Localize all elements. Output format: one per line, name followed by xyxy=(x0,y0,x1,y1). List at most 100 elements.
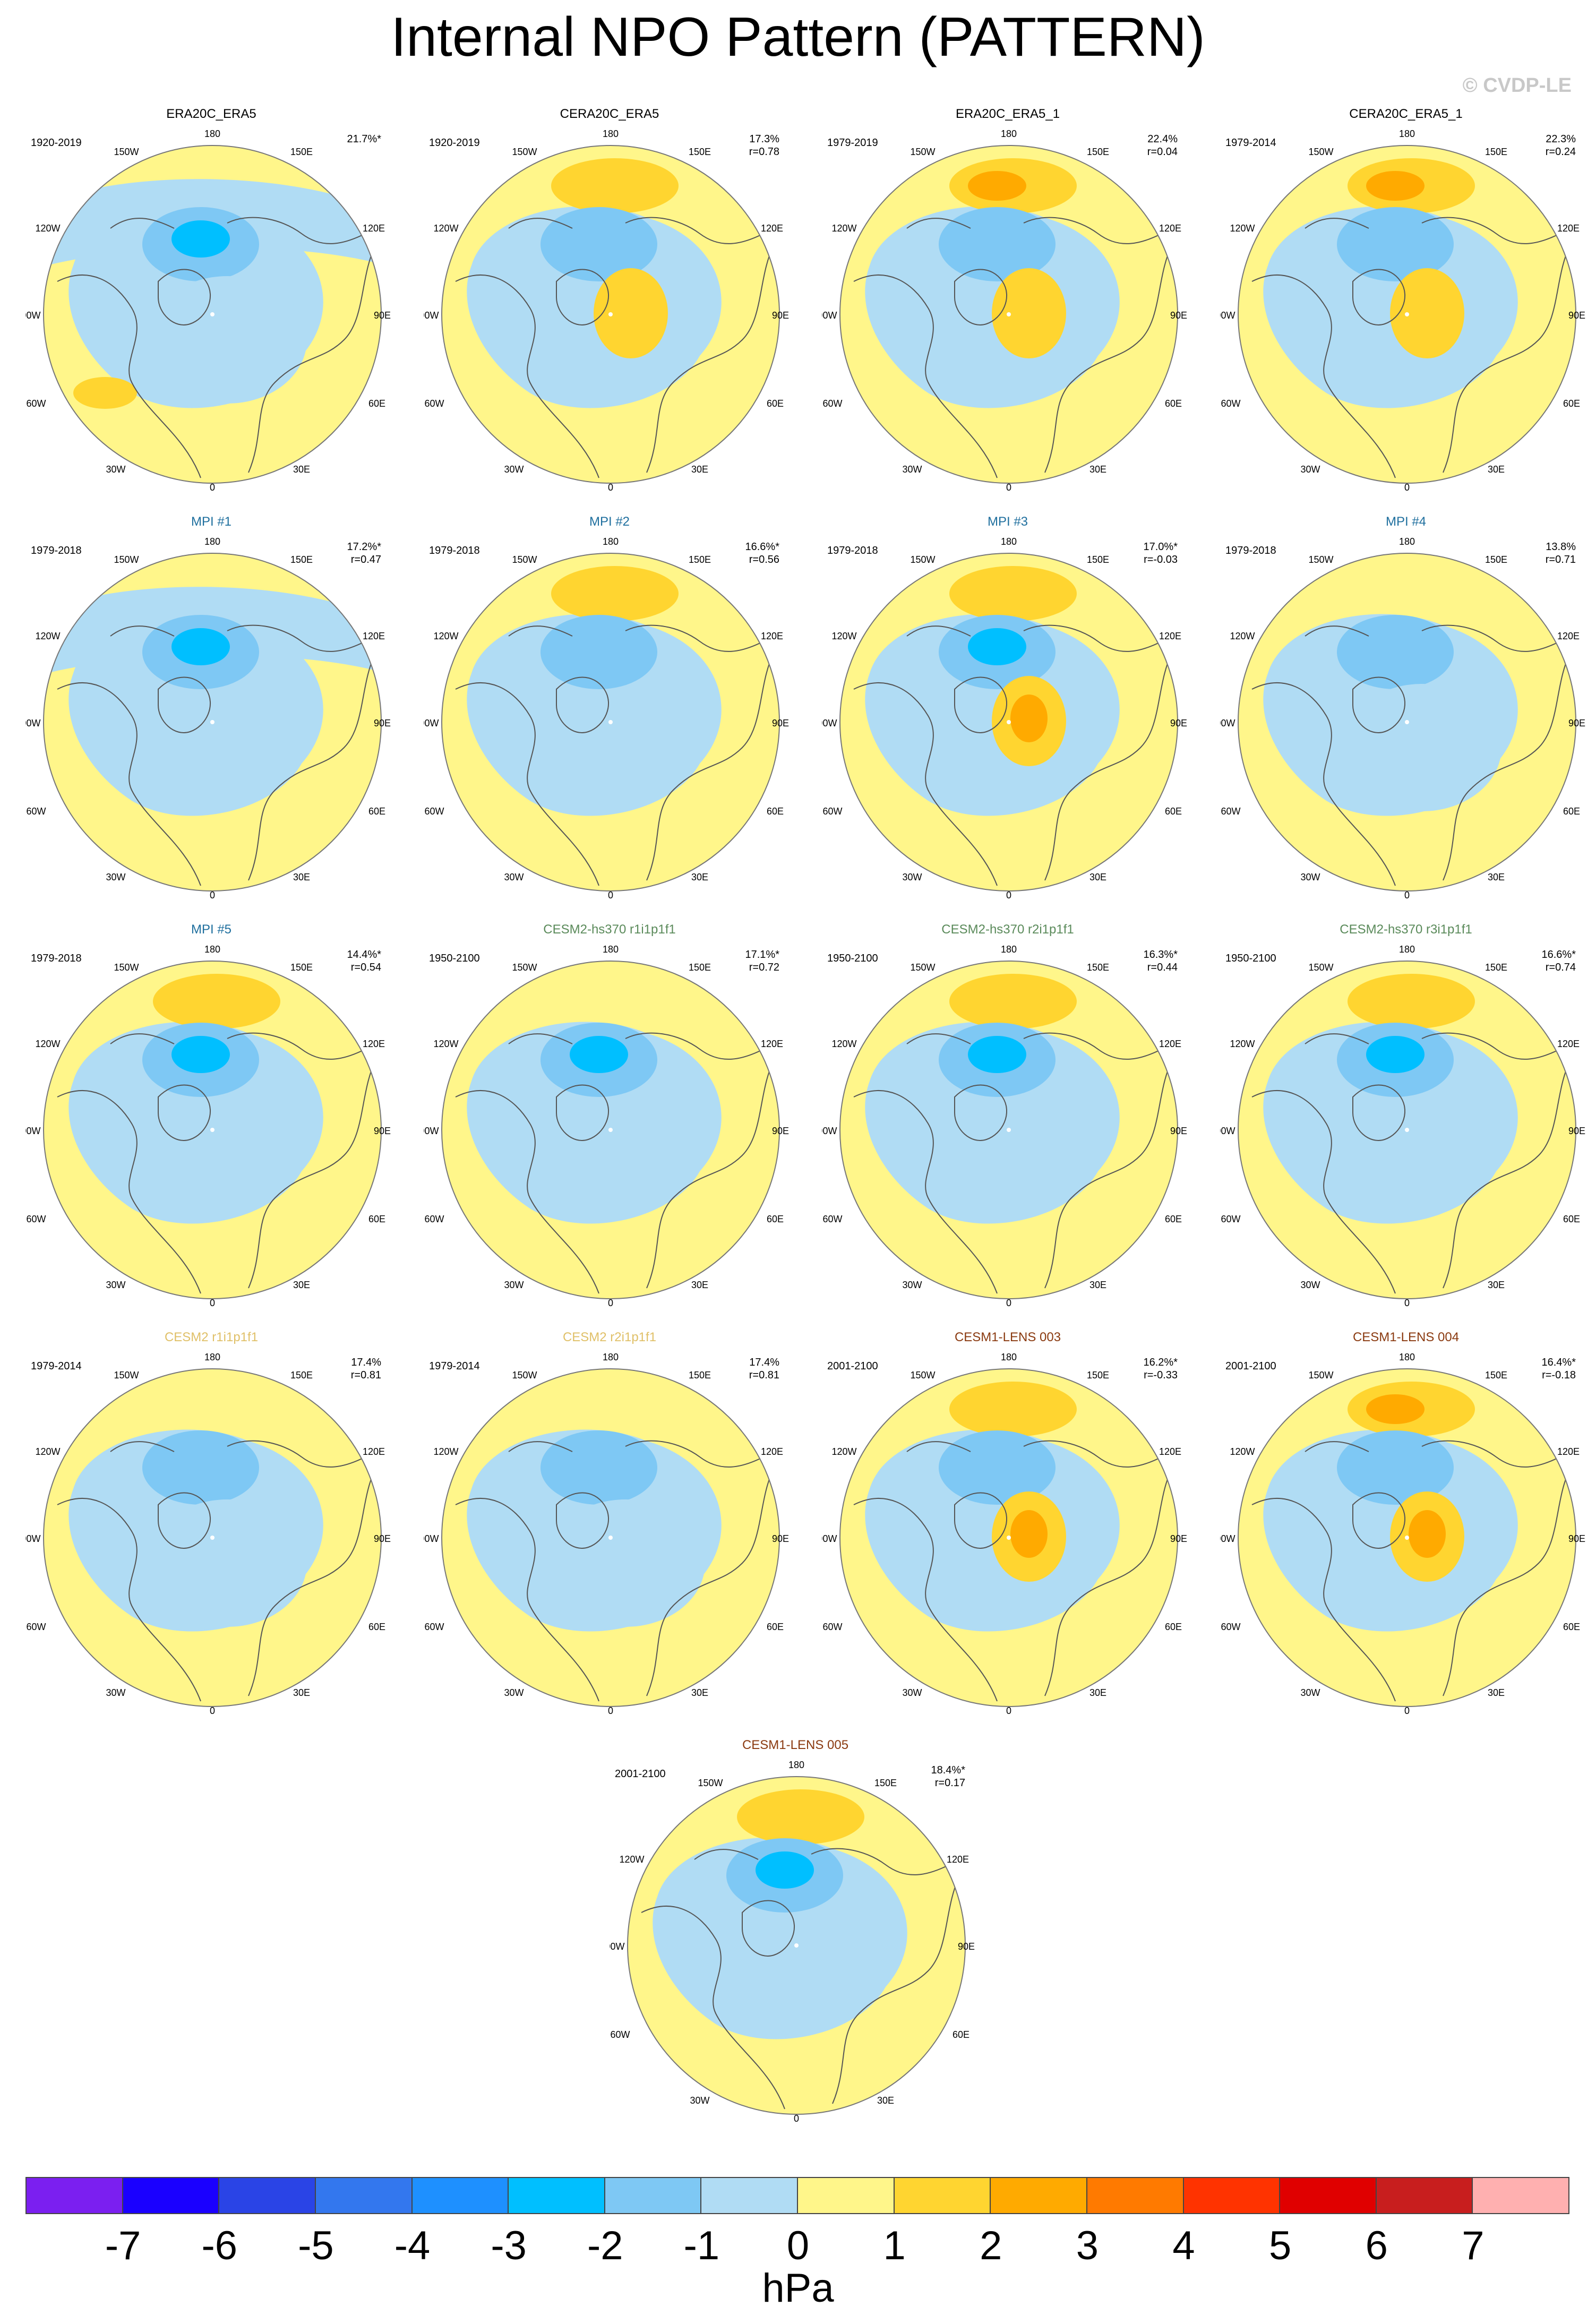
map-boundary xyxy=(43,553,382,891)
longitude-label: 180 xyxy=(1399,1352,1415,1362)
map-boundary xyxy=(1238,553,1576,891)
longitude-label: 180 xyxy=(1399,128,1415,139)
longitude-label: 90E xyxy=(772,1533,789,1544)
negative-anomaly-region xyxy=(653,1837,907,2039)
longitude-label: 60W xyxy=(1221,1214,1240,1224)
colorbar-tick-label: 1 xyxy=(883,2223,906,2268)
longitude-label: 120W xyxy=(35,223,60,234)
longitude-label: 60W xyxy=(424,806,444,817)
coastlines xyxy=(455,217,775,478)
map-boundary xyxy=(1238,1368,1576,1707)
panel-period: 2001-2100 xyxy=(615,1768,666,1780)
panel-title: MPI #2 xyxy=(589,515,630,529)
coastlines xyxy=(853,624,1173,886)
panel-stats: 17.3% r=0.78 xyxy=(749,133,779,158)
polar-map: 180 150W 150E 120W 120E 90W 90E 60W 60E 30W 30E 0 xyxy=(424,944,789,1308)
panel-pattern-correlation: r=0.47 xyxy=(350,554,381,565)
longitude-label: 90W xyxy=(424,1126,439,1136)
longitude-label: 60E xyxy=(1165,398,1182,409)
central-low-core xyxy=(171,628,230,665)
polar-map: 180 150W 150E 120W 120E 90W 90E 60W 60E 30W 30E 0 xyxy=(25,536,391,901)
longitude-label: 120E xyxy=(761,631,783,641)
colorbar-tick-label: 2 xyxy=(980,2223,1002,2268)
longitude-label: 90W xyxy=(424,718,439,728)
longitude-label: 90E xyxy=(1170,1126,1187,1136)
longitude-label: 60E xyxy=(368,1214,385,1224)
negative-anomaly-region xyxy=(865,1022,1120,1224)
longitude-label: 120E xyxy=(947,1854,969,1865)
longitude-label: 0 xyxy=(1006,890,1011,901)
panel-variance-explained: 16.2%* xyxy=(1143,1357,1178,1368)
longitude-label: 90W xyxy=(822,1533,837,1544)
north-pole-marker xyxy=(210,1536,214,1540)
map-panel: CESM2 r2i1p1f1 1979-2014 17.4% r=0.81 180 150… xyxy=(424,1330,795,1716)
panel-stats: 16.6%* r=0.56 xyxy=(745,541,780,566)
longitude-label: 0 xyxy=(608,1705,613,1716)
longitude-label: 0 xyxy=(1404,482,1410,493)
polar-map: 180 150W 150E 120W 120E 90W 90E 60W 60E 30W 30E 0 xyxy=(610,1760,975,2124)
north-pole-marker xyxy=(608,720,613,724)
map-panel: CESM1-LENS 003 2001-2100 16.2%* r=-0.33 180 1… xyxy=(822,1330,1194,1716)
longitude-label: 150E xyxy=(1087,554,1109,565)
longitude-label: 30W xyxy=(504,1280,524,1290)
pacific-high-core xyxy=(1366,171,1425,201)
panel-period: 1950-2100 xyxy=(827,953,878,964)
longitude-label: 150E xyxy=(1087,147,1109,157)
panel-period: 1950-2100 xyxy=(1225,953,1276,964)
panel-period: 1950-2100 xyxy=(429,953,480,964)
polar-map: 180 150W 150E 120W 120E 90W 90E 60W 60E 30W 30E 0 xyxy=(424,128,789,493)
longitude-label: 90W xyxy=(1220,1533,1235,1544)
longitude-label: 30E xyxy=(293,464,310,475)
longitude-label: 150W xyxy=(1308,147,1333,157)
panel-pattern-correlation: r=0.71 xyxy=(1545,554,1576,565)
longitude-label: 180 xyxy=(1001,536,1017,547)
longitude-label: 0 xyxy=(608,482,613,493)
coastlines xyxy=(455,1032,775,1294)
longitude-label: 150E xyxy=(689,1370,711,1381)
longitude-label: 60E xyxy=(767,1214,784,1224)
longitude-label: 120W xyxy=(433,1039,458,1049)
longitude-label: 0 xyxy=(210,890,215,901)
longitude-label: 30E xyxy=(1488,1280,1505,1290)
longitude-label: 60E xyxy=(1563,806,1580,817)
longitude-label: 150E xyxy=(689,554,711,565)
longitude-label: 0 xyxy=(1404,1705,1410,1716)
panel-stats: 17.2%* r=0.47 xyxy=(347,541,382,566)
longitude-label: 150W xyxy=(512,962,537,973)
longitude-label: 60W xyxy=(610,2029,630,2040)
map-panel: CERA20C_ERA5_1 1979-2014 22.3% r=0.24 180 150… xyxy=(1220,106,1592,493)
panel-title: CESM2-hs370 r2i1p1f1 xyxy=(941,922,1074,937)
colorbar-tick-label: -4 xyxy=(394,2223,431,2268)
north-pole-marker xyxy=(608,1128,613,1132)
map-boundary xyxy=(627,1776,966,2115)
longitude-label: 120E xyxy=(1557,1446,1580,1457)
longitude-label: 60E xyxy=(767,398,784,409)
longitude-label: 90E xyxy=(1170,1533,1187,1544)
atlantic-high-anomaly xyxy=(73,377,137,409)
negative-anomaly-region xyxy=(467,1022,722,1224)
longitude-label: 30W xyxy=(504,1687,524,1698)
longitude-label: 180 xyxy=(204,1352,220,1362)
north-pole-marker xyxy=(210,720,214,724)
longitude-label: 90W xyxy=(822,310,837,321)
panel-title: ERA20C_ERA5_1 xyxy=(955,107,1060,121)
panel-pattern-correlation: r=0.56 xyxy=(749,554,779,565)
europe-high-core xyxy=(1010,694,1048,742)
longitude-label: 90E xyxy=(958,1941,975,1952)
longitude-label: 30W xyxy=(106,1280,125,1290)
longitude-label: 30E xyxy=(691,1687,708,1698)
longitude-label: 150E xyxy=(1485,147,1507,157)
longitude-label: 150W xyxy=(698,1778,723,1788)
longitude-label: 60E xyxy=(1563,1622,1580,1632)
colorbar-swatch xyxy=(1279,2177,1377,2214)
pacific-high-anomaly xyxy=(949,974,1077,1029)
longitude-label: 0 xyxy=(210,1705,215,1716)
longitude-label: 90E xyxy=(1568,718,1585,728)
panel-stats: 16.2%* r=-0.33 xyxy=(1144,1356,1178,1382)
panel-pattern-correlation: r=0.81 xyxy=(749,1369,779,1381)
panel-variance-explained: 17.1%* xyxy=(745,949,780,961)
panel-title: CESM1-LENS 005 xyxy=(742,1738,849,1752)
coastlines xyxy=(641,1848,960,2110)
longitude-label: 90E xyxy=(1170,310,1187,321)
negative-anomaly-region xyxy=(1263,1022,1518,1224)
